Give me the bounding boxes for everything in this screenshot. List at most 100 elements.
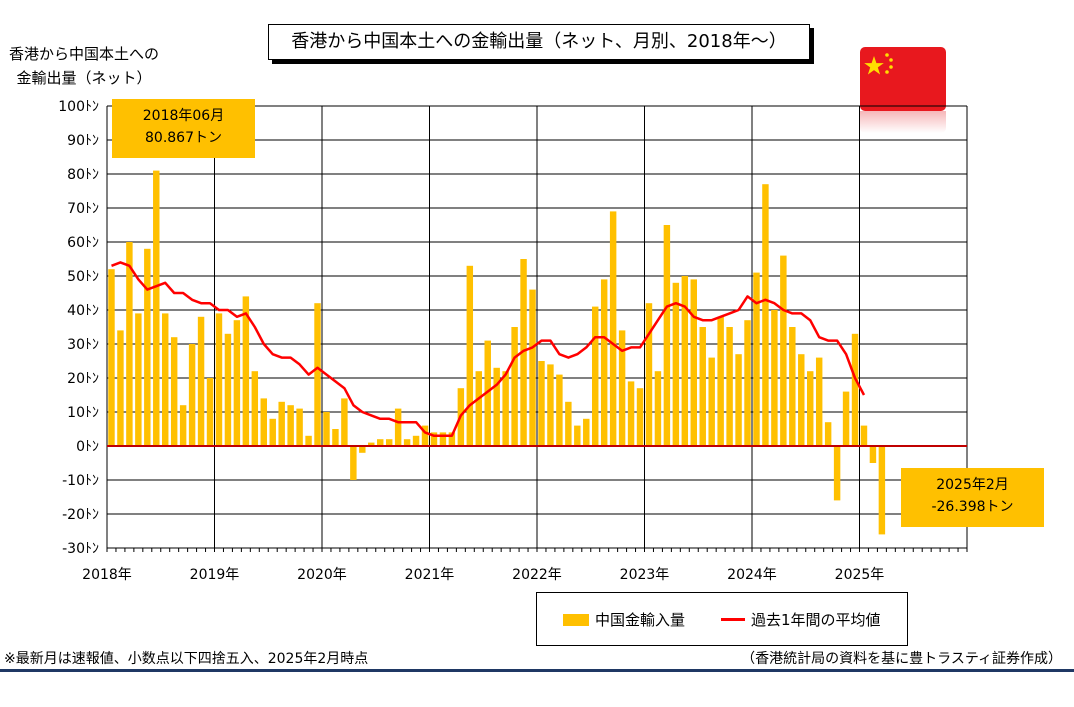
bar xyxy=(654,371,662,446)
bar xyxy=(690,279,697,446)
bar xyxy=(170,337,178,446)
chart-title: 香港から中国本土への金輸出量（ネット、月別、2018年～） xyxy=(268,24,810,60)
bar xyxy=(556,374,563,446)
bar xyxy=(430,432,438,446)
bar xyxy=(421,425,429,446)
y-tick-label: 40ﾄﾝ xyxy=(67,303,99,319)
bar xyxy=(798,354,805,446)
china-flag-icon xyxy=(860,47,946,111)
bar xyxy=(600,279,608,446)
bar xyxy=(708,357,715,446)
bar xyxy=(153,170,160,446)
legend: 中国金輸入量 過去1年間の平均値 xyxy=(536,592,908,646)
bar xyxy=(305,435,312,446)
bar xyxy=(609,211,617,446)
y-tick-label: 100ﾄﾝ xyxy=(58,99,99,115)
bar xyxy=(251,371,259,446)
y-tick-label: 30ﾄﾝ xyxy=(67,337,99,353)
x-tick-label: 2018年 xyxy=(82,567,132,583)
bar xyxy=(780,255,787,446)
bar xyxy=(332,429,339,446)
y-tick-label: 0ﾄﾝ xyxy=(76,439,99,455)
x-tick-label: 2023年 xyxy=(620,567,670,583)
bar xyxy=(403,439,411,446)
bar xyxy=(771,310,778,446)
flag-stars-icon xyxy=(864,53,893,75)
x-tick-label: 2025年 xyxy=(835,567,885,583)
bar xyxy=(394,408,402,446)
bar xyxy=(869,446,877,463)
bar xyxy=(663,225,671,446)
bar xyxy=(108,269,115,446)
bar xyxy=(466,265,474,446)
bar xyxy=(789,327,796,446)
bar xyxy=(484,340,491,446)
bar xyxy=(314,303,321,446)
bar xyxy=(744,320,751,446)
y-tick-label: 20ﾄﾝ xyxy=(67,371,99,387)
bar xyxy=(206,378,214,446)
bar xyxy=(726,327,733,446)
bar xyxy=(833,446,841,501)
bar xyxy=(359,446,366,453)
bar xyxy=(126,242,133,446)
bar xyxy=(350,446,357,480)
bar xyxy=(592,306,599,446)
source-note: （香港統計局の資料を基に豊トラスティ証券作成） xyxy=(741,651,1062,667)
bar xyxy=(475,371,482,446)
bar xyxy=(144,248,151,446)
bar xyxy=(197,316,205,446)
y-tick-label: -20ﾄﾝ xyxy=(62,507,99,523)
y-axis-label-line1: 香港から中国本土への xyxy=(8,45,159,63)
bar xyxy=(815,357,823,446)
bar xyxy=(851,333,859,446)
bar xyxy=(287,405,294,446)
y-tick-label: 50ﾄﾝ xyxy=(67,269,99,285)
bar xyxy=(565,401,572,446)
bar xyxy=(260,398,267,446)
latest-annotation: 2025年2月 -26.398トン xyxy=(901,468,1044,527)
bar xyxy=(735,354,742,446)
legend-bar-label: 中国金輸入量 xyxy=(595,611,686,629)
bar xyxy=(717,316,724,446)
bar xyxy=(842,391,850,446)
legend-line-label: 過去1年間の平均値 xyxy=(751,611,881,629)
y-tick-label: 60ﾄﾝ xyxy=(67,235,99,251)
bar xyxy=(538,361,545,446)
x-tick-label: 2021年 xyxy=(405,567,455,583)
bar xyxy=(341,398,348,446)
legend-line-swatch xyxy=(721,618,745,621)
bar xyxy=(296,408,303,446)
x-tick-label: 2024年 xyxy=(727,567,777,583)
bar xyxy=(233,320,241,446)
y-axis-label: 香港から中国本土への 金輸出量（ネット） xyxy=(4,42,164,90)
peak-annotation-date: 2018年06月 xyxy=(142,108,225,124)
y-tick-label: 10ﾄﾝ xyxy=(67,405,99,421)
bar xyxy=(672,282,680,446)
bar xyxy=(412,435,420,446)
average-line xyxy=(111,261,866,438)
legend-item-line: 過去1年間の平均値 xyxy=(721,609,881,630)
peak-annotation-value: 80.867トン xyxy=(145,130,222,146)
bar xyxy=(547,364,554,446)
y-tick-label: 80ﾄﾝ xyxy=(67,167,99,183)
y-tick-label: -30ﾄﾝ xyxy=(62,541,99,557)
bar xyxy=(368,442,375,446)
bar xyxy=(493,367,500,446)
y-axis-label-line2: 金輸出量（ネット） xyxy=(16,69,152,87)
y-tick-label: 90ﾄﾝ xyxy=(67,133,99,149)
bar xyxy=(117,330,124,446)
bar xyxy=(278,401,285,446)
bar xyxy=(878,446,886,535)
flag-reflection xyxy=(860,111,946,133)
bar xyxy=(645,303,653,446)
bar xyxy=(162,313,169,446)
bar xyxy=(188,344,196,446)
bar xyxy=(753,272,760,446)
bar xyxy=(323,412,330,446)
bar xyxy=(377,439,384,446)
bar xyxy=(520,259,527,446)
bar xyxy=(762,184,769,446)
latest-annotation-date: 2025年2月 xyxy=(936,477,1009,493)
bar xyxy=(807,371,814,446)
